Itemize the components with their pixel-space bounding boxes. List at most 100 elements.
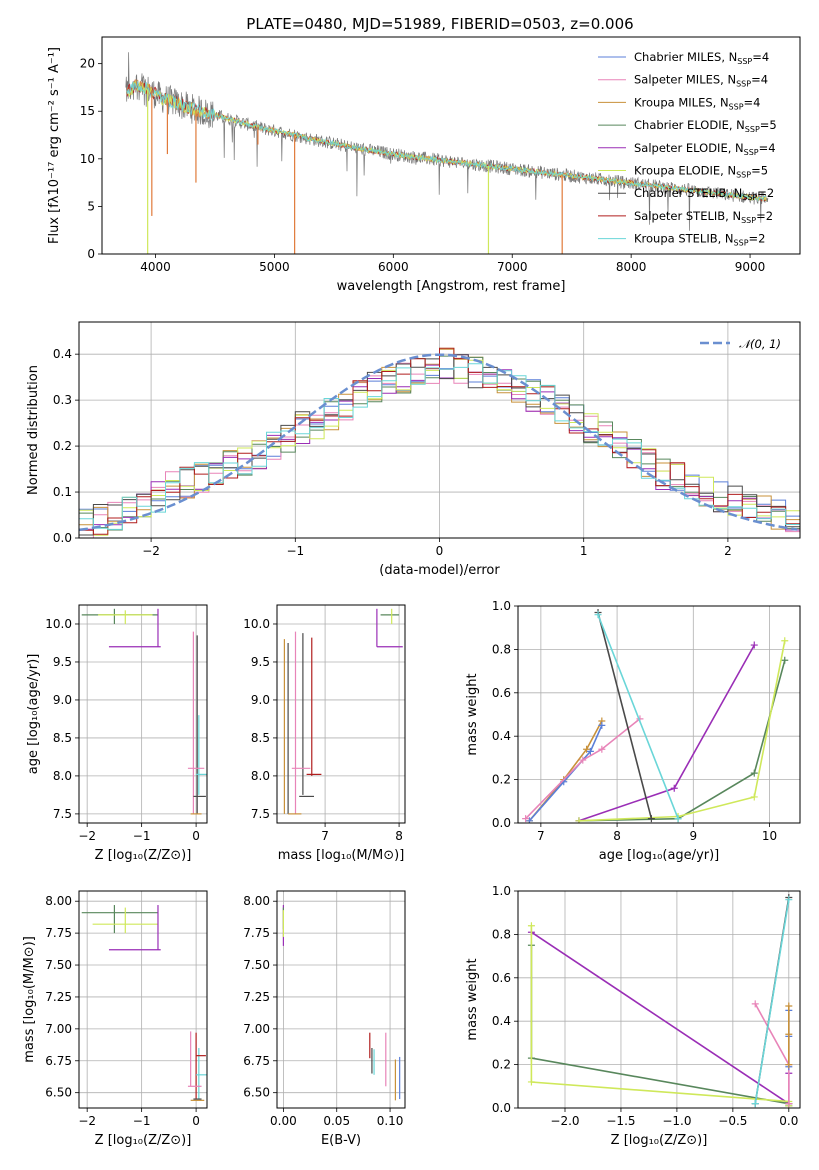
legend-label-text: Salpeter STELIB, N xyxy=(634,209,741,223)
mass-vs-Z-panel: −2 −1 0 6.50 6.75 7.00 7.25 7.50 7.75 8.00 Z [log₁… xyxy=(22,890,208,1148)
legend-label-text: Salpeter MILES, N xyxy=(634,73,736,87)
x-tick-label: 0 xyxy=(192,829,200,843)
plot-area xyxy=(79,347,800,538)
axes-frame xyxy=(78,890,208,1109)
x-tick-label: −1 xyxy=(133,829,151,843)
weight-point xyxy=(751,1000,759,1008)
x-tick-label: 8000 xyxy=(616,260,647,274)
y-tick-label: 6.50 xyxy=(45,1086,72,1100)
weight-point xyxy=(750,641,758,649)
x-tick-label: 5000 xyxy=(259,260,290,274)
weight-point xyxy=(647,815,655,823)
chart-title: PLATE=0480, MJD=51989, FIBERID=0503, z=0… xyxy=(246,15,633,33)
y-tick-label: 0.3 xyxy=(53,393,72,407)
age-vs-mass-panel: 7 8 7.5 8.0 8.5 9.0 9.5 10.0 mass [log₁₀(M/M⊙)] xyxy=(243,604,406,863)
legend-label-text: Chabrier MILES, N xyxy=(634,50,737,64)
axes-frame xyxy=(78,604,208,824)
weight-point xyxy=(579,756,587,764)
y-tick-label: 10 xyxy=(80,152,95,166)
x-tick-label: −2 xyxy=(78,1114,96,1128)
mass-vs-ebv-panel: 0.00 0.05 0.10 6.50 6.75 7.00 7.25 7.50 7.75 8.00… xyxy=(243,890,406,1148)
legend-label-sub: SSP xyxy=(736,80,751,89)
legend-label-text: Chabrier STELIB, N xyxy=(634,186,742,200)
weight-point xyxy=(785,1030,793,1038)
y-tick-label: 7.25 xyxy=(243,990,270,1004)
x-tick-label: 0.0 xyxy=(779,1114,798,1128)
y-tick-label: 7.75 xyxy=(243,926,270,940)
y-tick-label: 0.8 xyxy=(492,927,511,941)
y-tick-label: 6.50 xyxy=(243,1086,270,1100)
axes-frame xyxy=(276,890,406,1109)
y-tick-label: 0.4 xyxy=(492,729,511,743)
y-tick-label: 20 xyxy=(80,57,95,71)
x-tick-label: 6000 xyxy=(378,260,409,274)
y-tick-label: 0.0 xyxy=(53,531,72,545)
y-axis-label: mass [log₁₀(M/M⊙)] xyxy=(22,936,37,1063)
y-tick-label: 0.2 xyxy=(492,773,511,787)
weight-point xyxy=(785,1100,793,1108)
x-axis-label: E(B-V) xyxy=(321,1133,361,1148)
x-axis-label: (data-model)/error xyxy=(379,563,500,578)
y-tick-label: 8.5 xyxy=(251,731,270,745)
plot-area xyxy=(125,52,769,254)
y-tick-label: 0.4 xyxy=(53,347,72,361)
y-axis-label: mass weight xyxy=(465,958,480,1040)
x-axis-label: age [log₁₀(age/yr)] xyxy=(599,848,720,863)
weight-point xyxy=(781,656,789,664)
weight-series xyxy=(754,1003,790,1104)
weight-point xyxy=(583,745,591,753)
weight-series xyxy=(530,931,790,1106)
y-tick-label: 0.2 xyxy=(53,439,72,453)
y-tick-label: 0.2 xyxy=(492,1058,511,1072)
weight-point xyxy=(674,815,682,823)
x-tick-label: −2.0 xyxy=(550,1114,579,1128)
y-tick-label: 0.8 xyxy=(492,642,511,656)
legend-label-tail: =4 xyxy=(752,50,769,64)
weight-series xyxy=(597,614,679,819)
y-tick-label: 1.0 xyxy=(492,599,511,613)
x-tick-label: −1.0 xyxy=(662,1114,691,1128)
weight-point xyxy=(586,747,594,755)
legend-label-tail: =4 xyxy=(751,73,768,87)
legend-label-sub: SSP xyxy=(742,193,757,202)
weight-point xyxy=(785,896,793,904)
legend-label-sub: SSP xyxy=(745,125,760,134)
legend-label: Chabrier MILES, NSSP=4 xyxy=(634,50,769,66)
weight-series xyxy=(754,899,790,1104)
y-tick-label: 7.00 xyxy=(243,1022,270,1036)
weight-point xyxy=(785,1002,793,1010)
x-axis-label: wavelength [Angstrom, rest frame] xyxy=(337,279,566,294)
y-tick-label: 0.0 xyxy=(492,1101,511,1115)
x-tick-label: 7 xyxy=(321,829,329,843)
y-tick-label: 10.0 xyxy=(243,617,270,631)
x-tick-label: 7 xyxy=(537,829,545,843)
y-tick-label: 8.0 xyxy=(53,769,72,783)
legend-label-text: Kroupa ELODIE, N xyxy=(634,164,736,178)
legend-label-sub: SSP xyxy=(741,216,756,225)
x-tick-label: 4000 xyxy=(140,260,171,274)
x-tick-label: 0.00 xyxy=(270,1114,297,1128)
weight-point xyxy=(598,745,606,753)
y-axis-label: mass weight xyxy=(465,673,480,755)
legend-label-sub: SSP xyxy=(736,171,751,180)
x-tick-label: 10 xyxy=(762,829,777,843)
y-axis-label: Normed distribution xyxy=(26,365,41,495)
legend-label-sub: SSP xyxy=(734,239,749,248)
weight-series xyxy=(525,718,641,820)
legend-label: Kroupa ELODIE, NSSP=5 xyxy=(634,164,768,180)
weight-point xyxy=(575,817,583,823)
legend-label-tail: =5 xyxy=(760,118,777,132)
weight-vs-Z-panel: −2.0 −1.5 −1.0 −0.5 0.0 0.0 0.2 0.4 0.6 0.8 1.0 Z [… xyxy=(465,884,801,1148)
weight-point xyxy=(750,769,758,777)
weight-point xyxy=(525,817,533,823)
weight-vs-age-panel: 7 8 9 10 0.0 0.2 0.4 0.6 0.8 1.0 age [log₁₀(age/yr… xyxy=(465,599,801,863)
y-tick-label: 8.00 xyxy=(45,894,72,908)
y-tick-label: 7.25 xyxy=(45,990,72,1004)
weight-series xyxy=(597,612,653,819)
y-tick-label: 7.50 xyxy=(45,958,72,972)
legend-label-sub: SSP xyxy=(737,57,752,66)
x-tick-label: −0.5 xyxy=(718,1114,747,1128)
plot-area xyxy=(522,609,789,823)
